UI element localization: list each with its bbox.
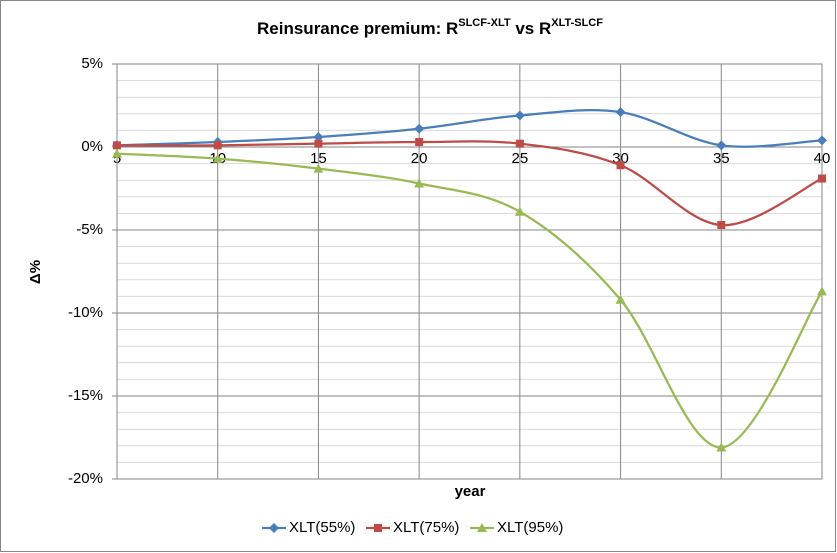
- y-tick-label: 0%: [81, 138, 103, 155]
- marker: [113, 141, 121, 150]
- marker: [616, 161, 625, 170]
- marker: [213, 141, 222, 150]
- y-tick-label: -5%: [76, 221, 103, 238]
- title-text: vs R: [511, 19, 552, 38]
- chart-title: Reinsurance premium: RSLCF-XLT vs RXLT-S…: [257, 17, 603, 39]
- marker: [514, 110, 525, 121]
- y-tick-label: -10%: [68, 304, 103, 321]
- y-axis-title: Δ%: [27, 260, 44, 284]
- x-tick-label: 15: [310, 150, 327, 167]
- legend-marker: [374, 524, 382, 532]
- marker: [112, 148, 122, 158]
- x-tick-label: 25: [512, 150, 529, 167]
- marker: [414, 123, 425, 134]
- title-text: Reinsurance premium: R: [257, 19, 458, 38]
- marker: [716, 442, 727, 452]
- x-tick-label: 20: [411, 150, 428, 167]
- marker: [818, 174, 826, 183]
- plot-border: [116, 63, 823, 480]
- marker: [615, 294, 626, 304]
- legend-marker: [477, 523, 487, 532]
- marker: [817, 135, 827, 146]
- marker: [313, 163, 324, 173]
- legend-label: XLT(55%): [289, 519, 355, 536]
- marker: [615, 107, 626, 118]
- y-tick-label: -15%: [68, 387, 103, 404]
- marker: [414, 178, 425, 188]
- marker: [313, 132, 324, 143]
- y-tick-label: 5%: [81, 55, 103, 72]
- series-line: [116, 140, 823, 227]
- marker: [212, 153, 223, 163]
- marker: [514, 206, 525, 216]
- title-superscript: SLCF-XLT: [458, 17, 511, 29]
- x-tick-label: 35: [713, 150, 730, 167]
- legend-marker: [269, 523, 279, 533]
- y-tick-label: -20%: [68, 470, 103, 487]
- marker: [817, 286, 827, 296]
- legend-label: XLT(75%): [393, 519, 459, 536]
- marker: [717, 221, 726, 230]
- marker: [314, 139, 323, 148]
- marker: [515, 139, 524, 148]
- title-superscript: XLT-SLCF: [551, 17, 603, 29]
- series-line: [116, 109, 823, 148]
- legend-label: XLT(95%): [497, 519, 563, 536]
- marker: [415, 138, 424, 147]
- x-axis-title: year: [455, 483, 486, 500]
- marker: [716, 140, 727, 151]
